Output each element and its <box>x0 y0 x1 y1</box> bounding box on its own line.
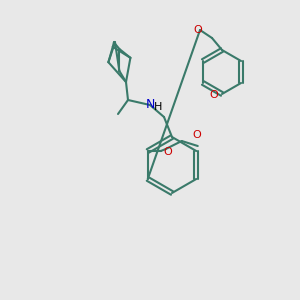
Text: O: O <box>194 25 202 35</box>
Text: N: N <box>145 98 155 112</box>
Text: O: O <box>193 130 201 140</box>
Text: O: O <box>210 90 218 100</box>
Text: O: O <box>164 147 172 157</box>
Text: H: H <box>154 102 162 112</box>
